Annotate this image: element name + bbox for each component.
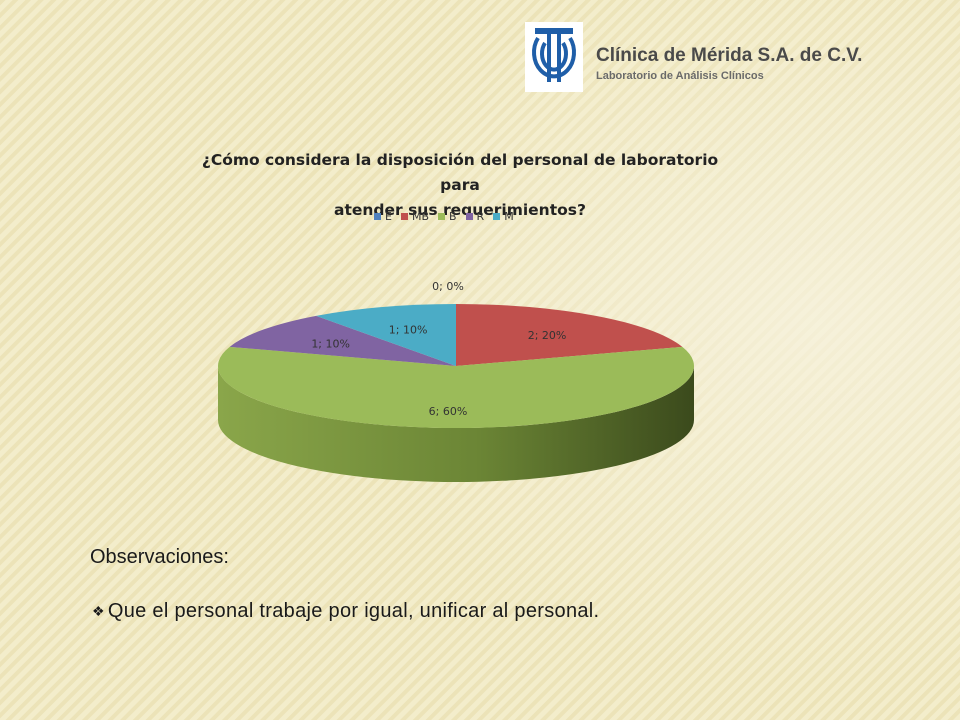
legend-swatch [374, 212, 381, 220]
data-label-r: 1; 10% [311, 337, 350, 350]
diamond-bullet-icon: ❖ [92, 603, 105, 619]
legend-swatch [493, 212, 501, 220]
pie-slice-side-b [218, 366, 694, 482]
chart-title: ¿Cómo considera la disposición del perso… [180, 148, 740, 223]
pie-slice-mb [456, 304, 683, 366]
legend-label: M [504, 209, 514, 223]
legend-label: B [449, 209, 457, 223]
pie-slice-r [229, 315, 456, 366]
legend-item-b: B [438, 210, 457, 223]
legend-item-m: M [493, 210, 514, 223]
data-label-b: 6; 60% [429, 405, 468, 418]
observations-heading: Observaciones: [90, 546, 229, 568]
legend-label: R [476, 209, 485, 223]
legend-item-e: E [374, 210, 392, 223]
legend-item-r: R [465, 209, 485, 223]
legend-swatch [465, 212, 473, 220]
chart-title-line-2: atender sus requerimientos? [334, 201, 586, 219]
legend-swatch [400, 212, 408, 220]
clinic-logo [525, 22, 583, 92]
clinic-name: Clínica de Mérida S.A. de C.V. [596, 45, 863, 66]
legend-label: E [385, 209, 392, 223]
observation-text: Que el personal trabaje por igual, unifi… [107, 600, 600, 622]
legend-swatch [438, 212, 445, 220]
pie-slice-m [316, 304, 456, 366]
chart-title-line-1: ¿Cómo considera la disposición del perso… [201, 151, 719, 194]
legend-item-mb: MB [400, 209, 429, 223]
chart-legend: E MB B R M [374, 208, 523, 224]
data-label-e: 0; 0% [432, 280, 464, 293]
clinic-subtitle: Laboratorio de Análisis Clínicos [596, 70, 764, 82]
pie-slice-b [218, 346, 695, 428]
observation-item: ❖ Que el personal trabaje por igual, uni… [92, 600, 599, 623]
data-label-m: 1; 10% [389, 323, 428, 336]
legend-label: MB [411, 209, 429, 223]
data-label-mb: 2; 20% [528, 329, 567, 342]
